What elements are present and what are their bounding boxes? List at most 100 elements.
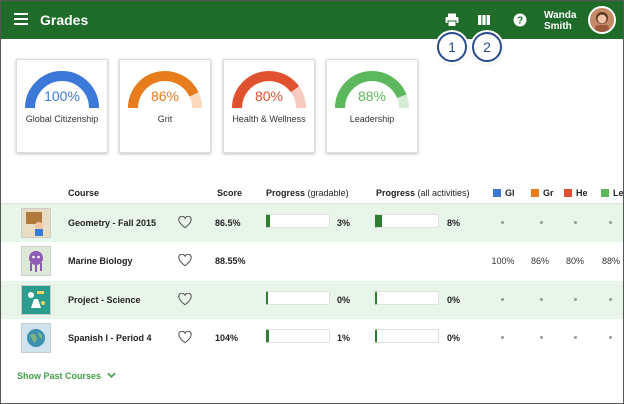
course-name[interactable]: Spanish I - Period 4 xyxy=(68,333,152,343)
avatar[interactable] xyxy=(588,6,616,34)
gauge-global-citizenship xyxy=(25,71,99,109)
user-name[interactable]: Wanda Smith xyxy=(544,10,576,32)
empty-outcome-dot xyxy=(609,336,612,339)
outcome-abbr: Gl xyxy=(505,188,515,198)
gauge-fill xyxy=(232,71,299,109)
menu-icon[interactable] xyxy=(14,13,28,25)
print-icon[interactable] xyxy=(444,12,460,28)
outcome-card-global-citizenship[interactable]: 100% Global Citizenship xyxy=(16,59,108,153)
progress-bar-gradable xyxy=(266,214,330,228)
gauge-value: 100% xyxy=(44,88,80,104)
column-header-outcome-gr[interactable]: Gr xyxy=(531,188,554,198)
table-row[interactable]: Project - Science 0% 0% xyxy=(1,281,623,319)
columns-icon[interactable] xyxy=(476,12,492,28)
callout-marker-1: 1 xyxy=(437,32,467,62)
table-row[interactable]: Geometry - Fall 2015 86.5% 3% 8% xyxy=(1,204,623,242)
outcome-card-grit[interactable]: 86% Grit xyxy=(119,59,211,153)
progress-all-value: 0% xyxy=(447,295,461,305)
empty-outcome-dot xyxy=(540,298,543,301)
empty-outcome-dot xyxy=(609,298,612,301)
heart-icon[interactable] xyxy=(178,293,192,306)
gauge-label: Global Citizenship xyxy=(25,114,99,124)
column-header-outcome-he[interactable]: He xyxy=(564,188,588,198)
svg-text:?: ? xyxy=(517,16,523,27)
progress-all-value: 0% xyxy=(447,333,461,343)
progress-bar-fill xyxy=(268,330,269,342)
gauge-fill xyxy=(335,71,407,109)
gauge-label: Leadership xyxy=(349,114,395,124)
table-row[interactable]: Spanish I - Period 4 104% 1% 0% xyxy=(1,319,623,357)
gauge-health-wellness xyxy=(232,71,306,109)
empty-outcome-dot xyxy=(540,336,543,339)
show-past-label: Show Past Courses xyxy=(17,371,102,381)
outcome-abbr: Gr xyxy=(543,188,554,198)
page-title: Grades xyxy=(40,12,89,28)
gauge-grit xyxy=(128,71,202,109)
user-first-name: Wanda xyxy=(544,10,577,21)
progress-label: Progress xyxy=(376,188,416,198)
color-swatch xyxy=(564,189,572,197)
header-divider xyxy=(1,203,623,204)
gauge-label: Grit xyxy=(157,114,173,124)
gauge-value: 86% xyxy=(150,88,180,104)
outcome-value-he: 80% xyxy=(565,256,584,266)
course-score: 104% xyxy=(215,333,239,343)
empty-outcome-dot xyxy=(574,336,577,339)
chevron-down-icon xyxy=(106,372,116,378)
heart-icon[interactable] xyxy=(178,254,192,267)
empty-outcome-dot xyxy=(609,221,612,224)
outcome-card-health-wellness[interactable]: 80% Health & Wellness xyxy=(223,59,315,153)
course-name[interactable]: Project - Science xyxy=(68,295,141,305)
progress-all-value: 8% xyxy=(447,218,461,228)
course-name[interactable]: Geometry - Fall 2015 xyxy=(68,218,157,228)
callout-marker-2: 2 xyxy=(472,32,502,62)
user-last-name: Smith xyxy=(544,21,572,32)
gauge-label: Health & Wellness xyxy=(232,114,306,124)
course-name[interactable]: Marine Biology xyxy=(68,256,133,266)
outcome-abbr: He xyxy=(576,188,588,198)
progress-bar-fill xyxy=(377,215,382,227)
empty-outcome-dot xyxy=(574,221,577,224)
course-thumbnail xyxy=(21,323,51,353)
color-swatch xyxy=(601,189,609,197)
column-header-outcome-le[interactable]: Le xyxy=(601,188,623,198)
gauge-fill xyxy=(25,71,99,109)
gauge-leadership xyxy=(335,71,409,109)
help-icon[interactable]: ? xyxy=(512,12,528,28)
course-score: 86.5% xyxy=(215,218,241,228)
heart-icon[interactable] xyxy=(178,331,192,344)
column-header-outcome-gl[interactable]: Gl xyxy=(493,188,515,198)
progress-bar-all xyxy=(375,329,439,343)
gauge-value: 80% xyxy=(254,88,284,104)
progress-sub-label: (all activities) xyxy=(417,188,470,198)
empty-outcome-dot xyxy=(501,221,504,224)
gauge-fill xyxy=(128,71,199,109)
top-app-bar: Grades ? Wanda Smith xyxy=(1,1,623,39)
table-row[interactable]: Marine Biology 88.55% 100% 86% 80% 88% xyxy=(1,242,623,280)
progress-gradable-value: 3% xyxy=(337,218,351,228)
progress-gradable-value: 1% xyxy=(337,333,351,343)
outcome-value-gr: 86% xyxy=(530,256,549,266)
empty-outcome-dot xyxy=(574,298,577,301)
outcome-card-leadership[interactable]: 88% Leadership xyxy=(326,59,418,153)
course-thumbnail xyxy=(21,208,51,238)
progress-bar-all xyxy=(375,214,439,228)
progress-bar-all xyxy=(375,291,439,305)
course-thumbnail xyxy=(21,246,51,276)
outcome-value-gl: 100% xyxy=(491,256,515,266)
column-header-course[interactable]: Course xyxy=(68,188,100,198)
avatar-image xyxy=(590,8,614,32)
outcome-value-le: 88% xyxy=(601,256,620,266)
gauge-value: 88% xyxy=(357,88,387,104)
column-header-score[interactable]: Score xyxy=(217,188,243,198)
heart-icon[interactable] xyxy=(178,216,192,229)
course-thumbnail xyxy=(21,285,51,315)
progress-bar-fill xyxy=(268,215,270,227)
color-swatch xyxy=(493,189,501,197)
show-past-courses-link[interactable]: Show Past Courses xyxy=(17,371,116,381)
column-header-progress-gradable[interactable]: Progress (gradable) xyxy=(266,188,349,198)
empty-outcome-dot xyxy=(540,221,543,224)
progress-label: Progress xyxy=(266,188,306,198)
column-header-progress-all[interactable]: Progress (all activities) xyxy=(376,188,470,198)
